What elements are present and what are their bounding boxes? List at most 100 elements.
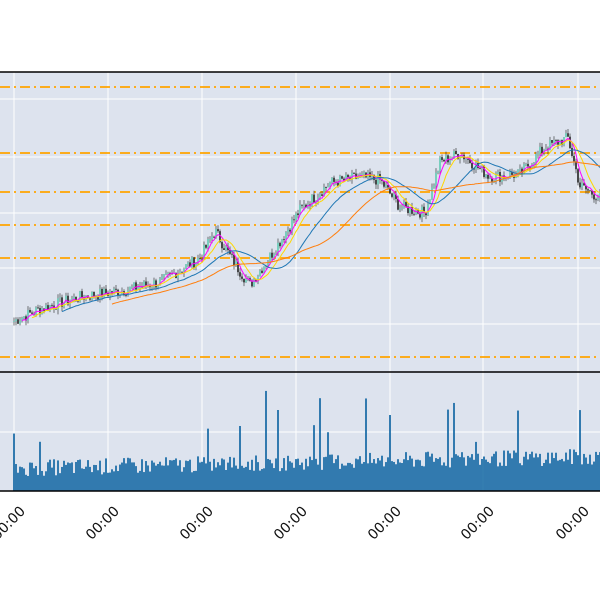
volume-bar [397,459,399,491]
candle-body [21,317,23,322]
candle-body [25,316,27,321]
volume-bar [571,463,573,491]
volume-bar [501,465,503,491]
volume-bar [425,452,427,491]
volume-bar [389,415,391,491]
volume-bar [373,459,375,491]
candle-body [207,239,209,248]
volume-bar [281,468,283,491]
candle-body [263,266,265,273]
volume-bar [51,467,53,491]
candle-body [217,229,219,232]
volume-bar [315,458,317,491]
candle-body [331,177,333,183]
candle-body [299,204,301,216]
volume-bar [471,454,473,491]
candle-body [181,271,183,273]
volume-bar [559,459,561,491]
volume-bar [107,472,109,491]
candle-body [589,190,591,192]
volume-bar [343,465,345,491]
candle-body [139,286,141,288]
volume-bar [503,450,505,491]
volume-bar [371,462,373,491]
candle-body [577,169,579,183]
candle-body [203,244,205,260]
volume-bar [421,465,423,491]
candle-body [311,194,313,207]
volume-bar [535,453,537,491]
candle-body [305,204,307,208]
candle-body [223,248,225,250]
volume-bar [221,458,223,491]
candle-body [137,287,139,290]
candle-body [363,172,365,174]
candle-body [449,159,451,163]
candle-body [289,229,291,232]
volume-bar [113,471,115,491]
candle-body [553,139,555,143]
volume-bar [57,460,59,491]
volume-bar [395,464,397,491]
candle-body [511,172,513,175]
candle-body [239,272,241,277]
volume-bar [127,457,129,491]
volume-bar [427,451,429,491]
volume-bar [297,458,299,491]
candle-body [539,146,541,154]
volume-bar [531,451,533,491]
candle-body [419,213,421,218]
volume-bar [53,459,55,491]
volume-bar [545,459,547,491]
candle-body [81,291,83,298]
candle-body [491,178,493,183]
candle-body [593,194,595,200]
candle-body [407,206,409,214]
candle-body [103,288,105,297]
candle-body [371,174,373,177]
volume-bar [203,457,205,491]
candle-body [565,133,567,138]
volume-bar [369,452,371,491]
volume-bar [149,471,151,491]
volume-bar [263,468,265,491]
candle-body [439,157,441,172]
volume-bar [337,455,339,491]
volume-bar [153,462,155,491]
candle-body [487,174,489,179]
volume-bar [339,468,341,491]
candle-body [35,307,37,315]
candle-body [579,182,581,188]
candle-body [159,278,161,286]
volume-bar [21,467,23,491]
candle-body [325,187,327,188]
volume-bar [55,475,57,491]
volume-bar [543,463,545,491]
volume-bar [223,459,225,491]
volume-bar [245,466,247,491]
volume-bar [331,454,333,491]
volume-bar [507,450,509,491]
candle-body [157,285,159,288]
volume-bar [211,470,213,491]
candle-body [411,207,413,214]
candle-body [427,204,429,216]
candle-body [135,282,137,290]
volume-bar [231,467,233,491]
volume-bar [381,455,383,491]
volume-bar [407,460,409,491]
candle-body [413,213,415,215]
volume-bar [147,465,149,491]
candle-body [431,187,433,200]
candle-body [193,257,195,268]
volume-bar [93,464,95,491]
volume-bar [131,462,133,491]
volume-bar [469,457,471,491]
volume-bar [199,462,201,491]
volume-bar [257,462,259,491]
volume-bar [125,463,127,491]
candle-body [585,185,587,190]
candle-body [61,297,63,307]
volume-bar [323,457,325,491]
volume-bar [463,457,465,491]
